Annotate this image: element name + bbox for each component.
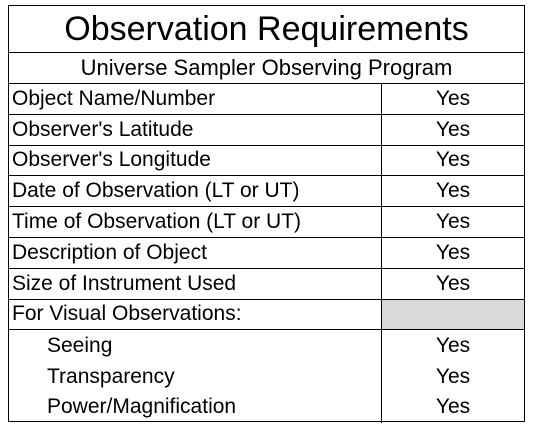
subrow-label: Seeing	[9, 330, 382, 362]
row-value: Yes	[382, 269, 524, 300]
row-label: Time of Observation (LT or UT)	[9, 207, 382, 238]
row-value: Yes	[382, 176, 524, 208]
row-label: For Visual Observations:	[9, 299, 382, 331]
row-label: Observer's Latitude	[9, 114, 382, 146]
table-subtitle: Universe Sampler Observing Program	[9, 53, 524, 84]
subrow-value: Yes	[435, 364, 471, 388]
subrow-label: Power/Magnification	[9, 392, 382, 423]
subrow-label: Transparency	[9, 361, 382, 392]
row-label: Date of Observation (LT or UT)	[9, 176, 382, 208]
row-label: Size of Instrument Used	[9, 268, 382, 300]
row-label: Object Name/Number	[9, 84, 382, 115]
empty-cell	[382, 299, 524, 331]
row-value: Yes	[382, 146, 524, 177]
row-value: Yes	[382, 207, 524, 238]
table-title: Observation Requirements	[9, 6, 524, 53]
requirements-table: Observation Requirements Universe Sample…	[8, 5, 525, 423]
row-label: Description of Object	[9, 238, 382, 269]
row-label: Observer's Longitude	[9, 145, 382, 177]
subrow-value: Yes	[435, 333, 471, 357]
row-value: Yes	[382, 115, 524, 146]
subrow-value: Yes	[435, 395, 471, 419]
row-value: Yes	[382, 84, 524, 115]
row-value: Yes	[382, 238, 524, 269]
